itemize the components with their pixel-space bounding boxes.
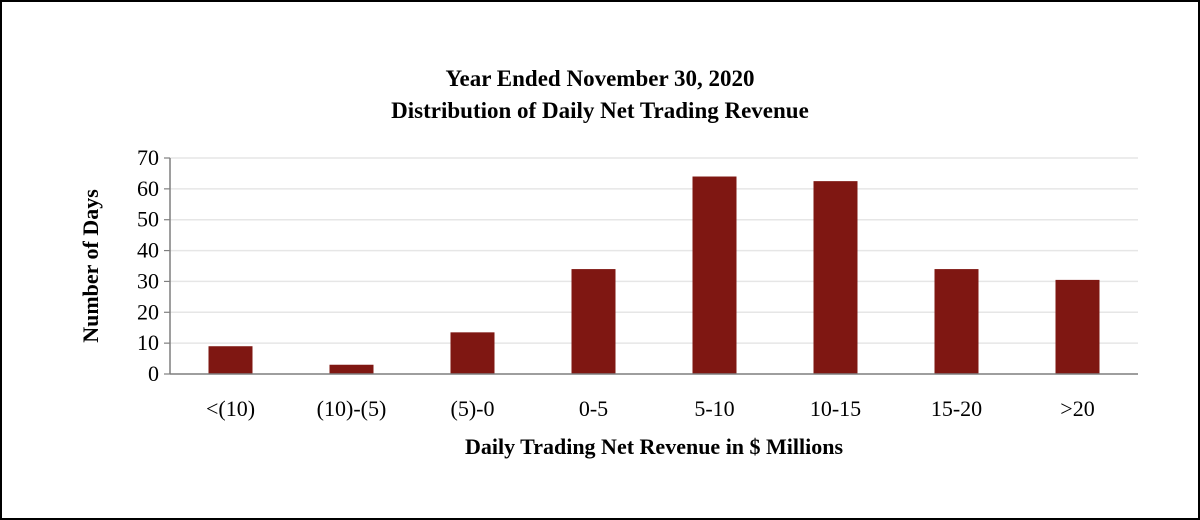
- y-tick-label: 60: [137, 176, 159, 201]
- x-tick-label: >20: [1060, 396, 1094, 421]
- bar: [450, 332, 495, 374]
- bars: [208, 176, 1100, 374]
- bar: [934, 269, 979, 374]
- bar: [1055, 279, 1100, 374]
- x-tick-label: (5)-0: [451, 396, 495, 421]
- y-tick-label: 20: [137, 299, 159, 324]
- x-tick-label: 5-10: [694, 396, 734, 421]
- x-axis-title: Daily Trading Net Revenue in $ Millions: [465, 434, 844, 459]
- bar: [692, 176, 737, 374]
- bar: [571, 269, 616, 374]
- y-tick-label: 40: [137, 238, 159, 263]
- x-tick-label: <(10): [206, 396, 255, 421]
- bar: [208, 346, 253, 374]
- x-tick-label: 10-15: [810, 396, 861, 421]
- y-axis-ticks: 0 10 20 30 40 50 60 70: [137, 145, 170, 386]
- x-axis-ticks: <(10) (10)-(5) (5)-0 0-5 5-10 10-15 15-20 >20: [206, 396, 1095, 421]
- y-tick-label: 50: [137, 207, 159, 232]
- x-tick-label: 15-20: [931, 396, 982, 421]
- gridlines: [170, 157, 1138, 344]
- y-axis-title: Number of Days: [78, 189, 103, 343]
- axes: [169, 158, 1138, 375]
- y-tick-label: 30: [137, 268, 159, 293]
- chart-title: Year Ended November 30, 2020: [445, 66, 754, 91]
- x-tick-label: (10)-(5): [317, 396, 387, 421]
- y-tick-label: 10: [137, 330, 159, 355]
- y-tick-label: 70: [137, 145, 159, 170]
- chart-subtitle: Distribution of Daily Net Trading Revenu…: [391, 98, 809, 123]
- y-tick-label: 0: [148, 361, 159, 386]
- x-tick-label: 0-5: [579, 396, 608, 421]
- bar: [329, 364, 374, 374]
- bar: [813, 181, 858, 374]
